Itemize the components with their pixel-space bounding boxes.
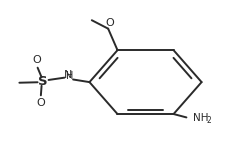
Text: O: O: [32, 55, 41, 64]
Text: O: O: [36, 98, 45, 108]
Text: O: O: [105, 18, 114, 28]
Text: NH: NH: [193, 113, 209, 123]
Text: S: S: [38, 75, 47, 88]
Text: H: H: [66, 71, 73, 81]
Text: N: N: [63, 70, 72, 80]
Text: 2: 2: [206, 116, 211, 125]
